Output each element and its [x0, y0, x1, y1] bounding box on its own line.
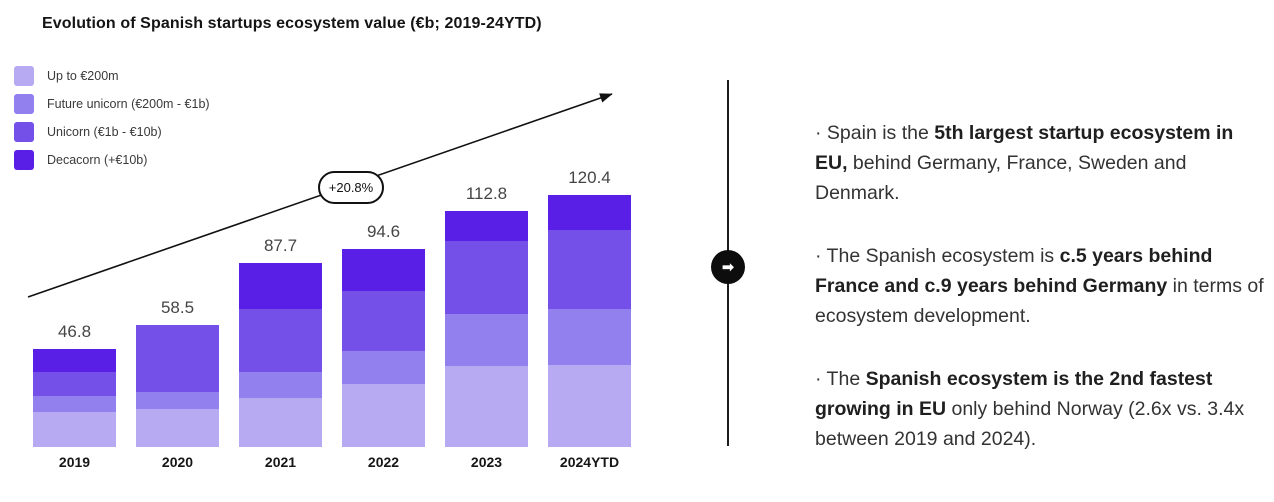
bar-2020-segment	[136, 391, 219, 409]
bar-2023-segment	[445, 210, 528, 241]
bar-2022: 94.6 2022	[342, 222, 425, 470]
bar-2024YTD-segment	[548, 308, 631, 366]
bar-2020: 58.5 2020	[136, 298, 219, 470]
chart-title: Evolution of Spanish startups ecosystem …	[42, 15, 542, 32]
bar-2024YTD-segment	[548, 229, 631, 309]
bar-2022-segment	[342, 291, 425, 352]
bar-2019-segment	[33, 349, 116, 373]
bar-2023: 112.8 2023	[445, 184, 528, 470]
legend-swatch	[14, 122, 34, 142]
x-axis-label: 2023	[470, 454, 503, 470]
legend-swatch	[14, 94, 34, 114]
legend-swatch	[14, 66, 34, 86]
legend-label: Decacorn (+€10b)	[47, 153, 148, 167]
legend-label: Future unicorn (€200m - €1b)	[47, 97, 210, 111]
legend-label: Unicorn (€1b - €10b)	[47, 125, 162, 139]
insight-text: · The Spanish ecosystem is	[815, 245, 1060, 267]
bar-total-label: 120.4	[568, 168, 611, 187]
bar-total-label: 58.5	[160, 298, 195, 317]
insight-text: in terms of ecosystem development.	[815, 275, 1264, 327]
bar-2023-segment	[445, 366, 528, 447]
x-axis-label: 2021	[264, 454, 297, 470]
bar-total-label: 87.7	[263, 236, 298, 255]
bar-2023-segment	[445, 313, 528, 367]
legend-swatch	[14, 150, 34, 170]
bar-2019-segment	[33, 372, 116, 397]
bar-2019: 46.8 2019	[33, 322, 116, 470]
bar-2021-segment	[239, 398, 322, 447]
bar-total-label: 46.8	[57, 322, 92, 341]
bar-total-label: 94.6	[366, 222, 401, 241]
bar-2021: 87.7 2021	[239, 236, 322, 470]
x-axis-label: 2020	[161, 454, 194, 470]
insights-panel: · Spain is the 5th largest startup ecosy…	[815, 118, 1267, 487]
growth-annotation-pill: +20.8%	[318, 171, 384, 204]
bar-2024YTD-segment	[548, 365, 631, 447]
bar-2021-segment	[239, 309, 322, 372]
bar-2023-segment	[445, 240, 528, 314]
legend-label: Up to €200m	[47, 69, 119, 83]
legend-item: Up to €200m	[14, 66, 210, 86]
x-axis-label: 2024YTD	[559, 454, 620, 470]
bar-2021-segment	[239, 371, 322, 399]
bar-2022-segment	[342, 384, 425, 447]
arrow-right-icon: ➡	[711, 250, 745, 284]
bar-2019-segment	[33, 412, 116, 447]
legend-item: Unicorn (€1b - €10b)	[14, 122, 210, 142]
insight-text-bold: c.5 years behind France and c.9 years be…	[815, 245, 1213, 297]
bar-2020-segment	[136, 408, 219, 447]
chart-legend: Up to €200m Future unicorn (€200m - €1b) U…	[14, 66, 210, 178]
legend-item: Decacorn (+€10b)	[14, 150, 210, 170]
insight-text: only behind Norway (2.6x vs. 3.4x betwee…	[815, 398, 1245, 450]
bar-2024YTD-segment	[548, 194, 631, 230]
insight-bullet: · Spain is the 5th largest startup ecosy…	[815, 118, 1267, 208]
insight-text: · Spain is the	[815, 122, 935, 144]
x-axis-label: 2019	[58, 454, 91, 470]
bar-2021-segment	[239, 263, 322, 310]
bar-2024YTD: 120.4 2024YTD	[548, 168, 631, 470]
bar-2022-segment	[342, 351, 425, 385]
bar-2022-segment	[342, 248, 425, 292]
insight-text-bold: Spanish ecosystem is the 2nd fastest gro…	[815, 368, 1213, 420]
insight-text-bold: 5th largest startup ecosystem in EU,	[815, 122, 1234, 174]
insight-text: behind Germany, France, Sweden and Denma…	[815, 152, 1187, 204]
insight-bullet: · The Spanish ecosystem is the 2nd faste…	[815, 364, 1267, 454]
bar-2019-segment	[33, 396, 116, 413]
insight-text: · The	[815, 368, 866, 390]
insight-bullet: · The Spanish ecosystem is c.5 years beh…	[815, 241, 1267, 331]
legend-item: Future unicorn (€200m - €1b)	[14, 94, 210, 114]
bar-total-label: 112.8	[465, 184, 508, 203]
bar-2020-segment	[136, 324, 219, 392]
x-axis-label: 2022	[367, 454, 400, 470]
